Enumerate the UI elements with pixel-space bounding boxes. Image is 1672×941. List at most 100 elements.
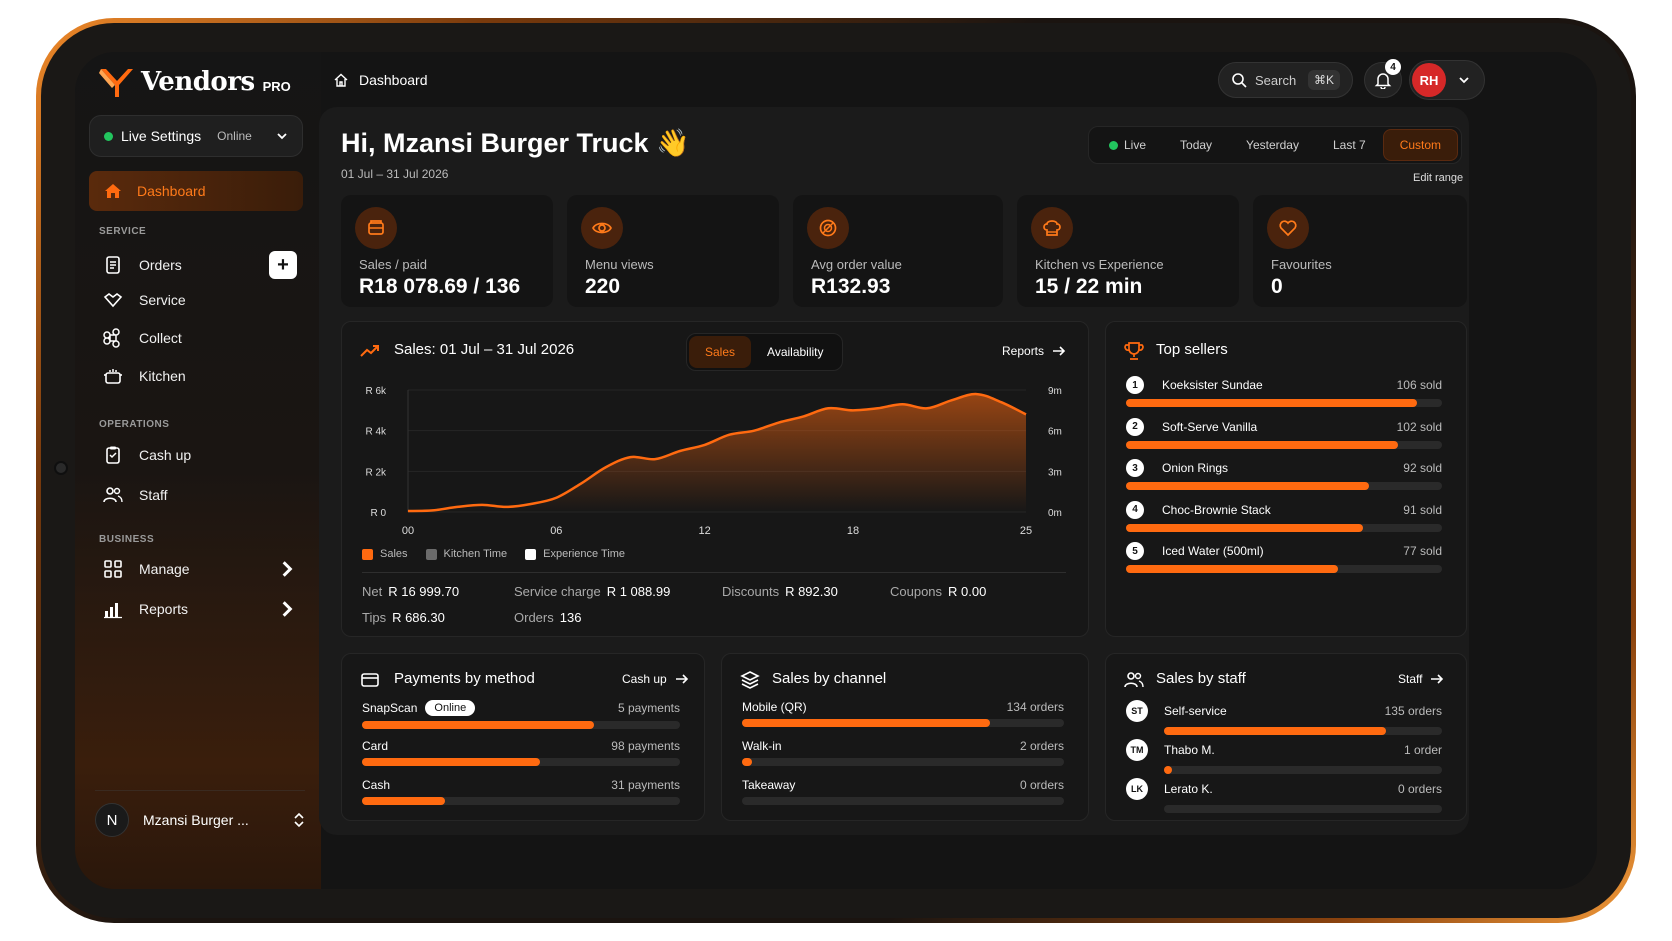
tab-live[interactable]: Live	[1092, 129, 1163, 161]
search-button[interactable]: Search ⌘K	[1218, 62, 1353, 98]
item-count: 0 orders	[1397, 782, 1442, 796]
sidebar-item-manage[interactable]: Manage	[103, 559, 297, 579]
progress-fill	[742, 719, 990, 727]
staff-row[interactable]: LK Lerato K. 0 orders	[1126, 778, 1442, 813]
user-menu[interactable]: RH	[1409, 60, 1485, 100]
progress-fill	[1164, 766, 1173, 774]
section-label-service: SERVICE	[99, 226, 147, 237]
legend-swatch	[425, 548, 437, 560]
business-switcher[interactable]: N Mzansi Burger ...	[95, 790, 305, 837]
staff-link[interactable]: Staff	[1398, 672, 1444, 686]
stat-value: 15 / 22 min	[1035, 275, 1143, 298]
bar-row-header: ST Self-service 135 orders	[1126, 700, 1442, 722]
bar-row-header: Card 98 payments	[362, 739, 680, 753]
rank-badge: 4	[1126, 500, 1144, 519]
sidebar-item-label: Manage	[139, 561, 190, 577]
live-settings-label: Live Settings	[121, 128, 202, 144]
payment-method-row[interactable]: SnapScan Online 5 payments	[362, 700, 680, 729]
edit-range-link[interactable]: Edit range	[1413, 172, 1464, 184]
breadcrumb[interactable]: Dashboard	[333, 72, 428, 88]
bar-row-header: Mobile (QR) 134 orders	[742, 700, 1064, 714]
stat-card-favourites: Favourites 0	[1253, 195, 1467, 307]
rank-badge: 5	[1126, 542, 1144, 560]
item-count: 135 orders	[1384, 704, 1442, 718]
progress-track	[1126, 523, 1442, 532]
sidebar-item-orders[interactable]: Orders +	[103, 251, 297, 279]
business-name: Mzansi Burger ...	[143, 812, 249, 828]
item-count: 134 orders	[1006, 700, 1064, 714]
add-order-button[interactable]: +	[269, 251, 297, 279]
progress-track	[362, 797, 680, 805]
tab-yesterday[interactable]: Yesterday	[1246, 138, 1299, 152]
legend-swatch	[525, 548, 537, 560]
reports-link-label: Reports	[1002, 344, 1045, 358]
item-name: Self-service	[1164, 704, 1227, 718]
command-icon	[103, 328, 120, 348]
legend-item-kitchen-time[interactable]: Kitchen Time	[425, 548, 507, 560]
tablet-frame: Vendors PRO Live Settings Online Dashboa…	[36, 18, 1636, 923]
notifications-button[interactable]: 4	[1364, 59, 1402, 98]
progress-fill	[362, 721, 595, 729]
tab-last-7[interactable]: Last 7	[1332, 138, 1366, 152]
y-right-tick-label: 3m	[1048, 467, 1062, 478]
staff-initials-avatar: LK	[1126, 778, 1148, 800]
sidebar-item-kitchen[interactable]: Kitchen	[103, 366, 297, 386]
item-name: SnapScan	[362, 701, 418, 715]
tab-custom[interactable]: Custom	[1382, 129, 1459, 161]
channel-row[interactable]: Mobile (QR) 134 orders	[742, 700, 1064, 727]
home-icon	[105, 184, 121, 198]
brand-name: Vendors	[141, 67, 255, 97]
top-seller-row[interactable]: 5 Iced Water (500ml) 77 sold	[1126, 542, 1442, 573]
sidebar-item-cash-up[interactable]: Cash up	[103, 445, 297, 465]
breadcrumb-label: Dashboard	[359, 72, 428, 88]
stat-value: 0	[1271, 275, 1283, 298]
sidebar-item-collect[interactable]: Collect	[103, 328, 297, 348]
item-count: 92 sold	[1403, 461, 1442, 475]
top-seller-row[interactable]: 2 Soft-Serve Vanilla 102 sold	[1126, 417, 1442, 449]
sales-line[interactable]	[407, 392, 1027, 513]
live-settings-dropdown[interactable]: Live Settings Online	[89, 115, 303, 157]
sidebar-item-service[interactable]: Service	[103, 290, 297, 310]
top-seller-row[interactable]: 1 Koeksister Sundae 106 sold	[1126, 376, 1442, 407]
channels-title: Sales by channel	[772, 670, 887, 687]
logo[interactable]: Vendors PRO	[99, 65, 291, 99]
top-seller-row[interactable]: 4 Choc-Brownie Stack 91 sold	[1126, 500, 1442, 532]
sales-availability-toggle: Sales Availability	[686, 333, 843, 371]
stat-value: R18 078.69 / 136	[359, 275, 521, 298]
top-seller-row[interactable]: 3 Onion Rings 92 sold	[1126, 459, 1442, 490]
divider	[362, 572, 1066, 573]
summary-label: Discounts	[722, 584, 780, 599]
stat-label: Kitchen vs Experience	[1035, 257, 1164, 272]
summary-label: Net	[362, 584, 383, 599]
tab-today[interactable]: Today	[1180, 138, 1213, 152]
channel-row[interactable]: Walk-in 2 orders	[742, 739, 1064, 766]
chevron-right-icon	[282, 561, 293, 577]
item-count: 1 order	[1403, 743, 1442, 757]
payment-method-row[interactable]: Card 98 payments	[362, 739, 680, 766]
top-sellers-title: Top sellers	[1156, 341, 1228, 358]
reports-link[interactable]: Reports	[1002, 344, 1066, 358]
cash-up-link[interactable]: Cash up	[622, 672, 689, 686]
sidebar-item-reports[interactable]: Reports	[103, 599, 297, 619]
trending-up-icon	[360, 345, 379, 357]
home-outline-icon	[334, 73, 348, 87]
coin-icon	[807, 207, 849, 249]
progress-fill	[1164, 727, 1387, 735]
receipt-icon	[106, 256, 120, 274]
legend-item-sales[interactable]: Sales	[362, 548, 408, 560]
rank-badge: 2	[1126, 417, 1144, 436]
sidebar-item-label: Service	[139, 292, 186, 308]
sidebar-item-staff[interactable]: Staff	[103, 485, 297, 505]
toggle-availability[interactable]: Availability	[767, 345, 824, 359]
sidebar-item-dashboard[interactable]: Dashboard	[89, 171, 303, 211]
channel-row[interactable]: Takeaway 0 orders	[742, 778, 1064, 805]
toggle-sales[interactable]: Sales	[689, 336, 752, 368]
legend-item-experience-time[interactable]: Experience Time	[525, 548, 625, 560]
y-left-tick-label: R 2k	[365, 467, 387, 478]
payment-method-row[interactable]: Cash 31 payments	[362, 778, 680, 805]
staff-link-label: Staff	[1398, 672, 1423, 686]
top-sellers-card: Top sellers 1 Koeksister Sundae 106 sold…	[1105, 321, 1467, 637]
staff-row[interactable]: ST Self-service 135 orders	[1126, 700, 1442, 735]
staff-row[interactable]: TM Thabo M. 1 order	[1126, 739, 1442, 774]
x-tick-label: 00	[402, 525, 414, 537]
